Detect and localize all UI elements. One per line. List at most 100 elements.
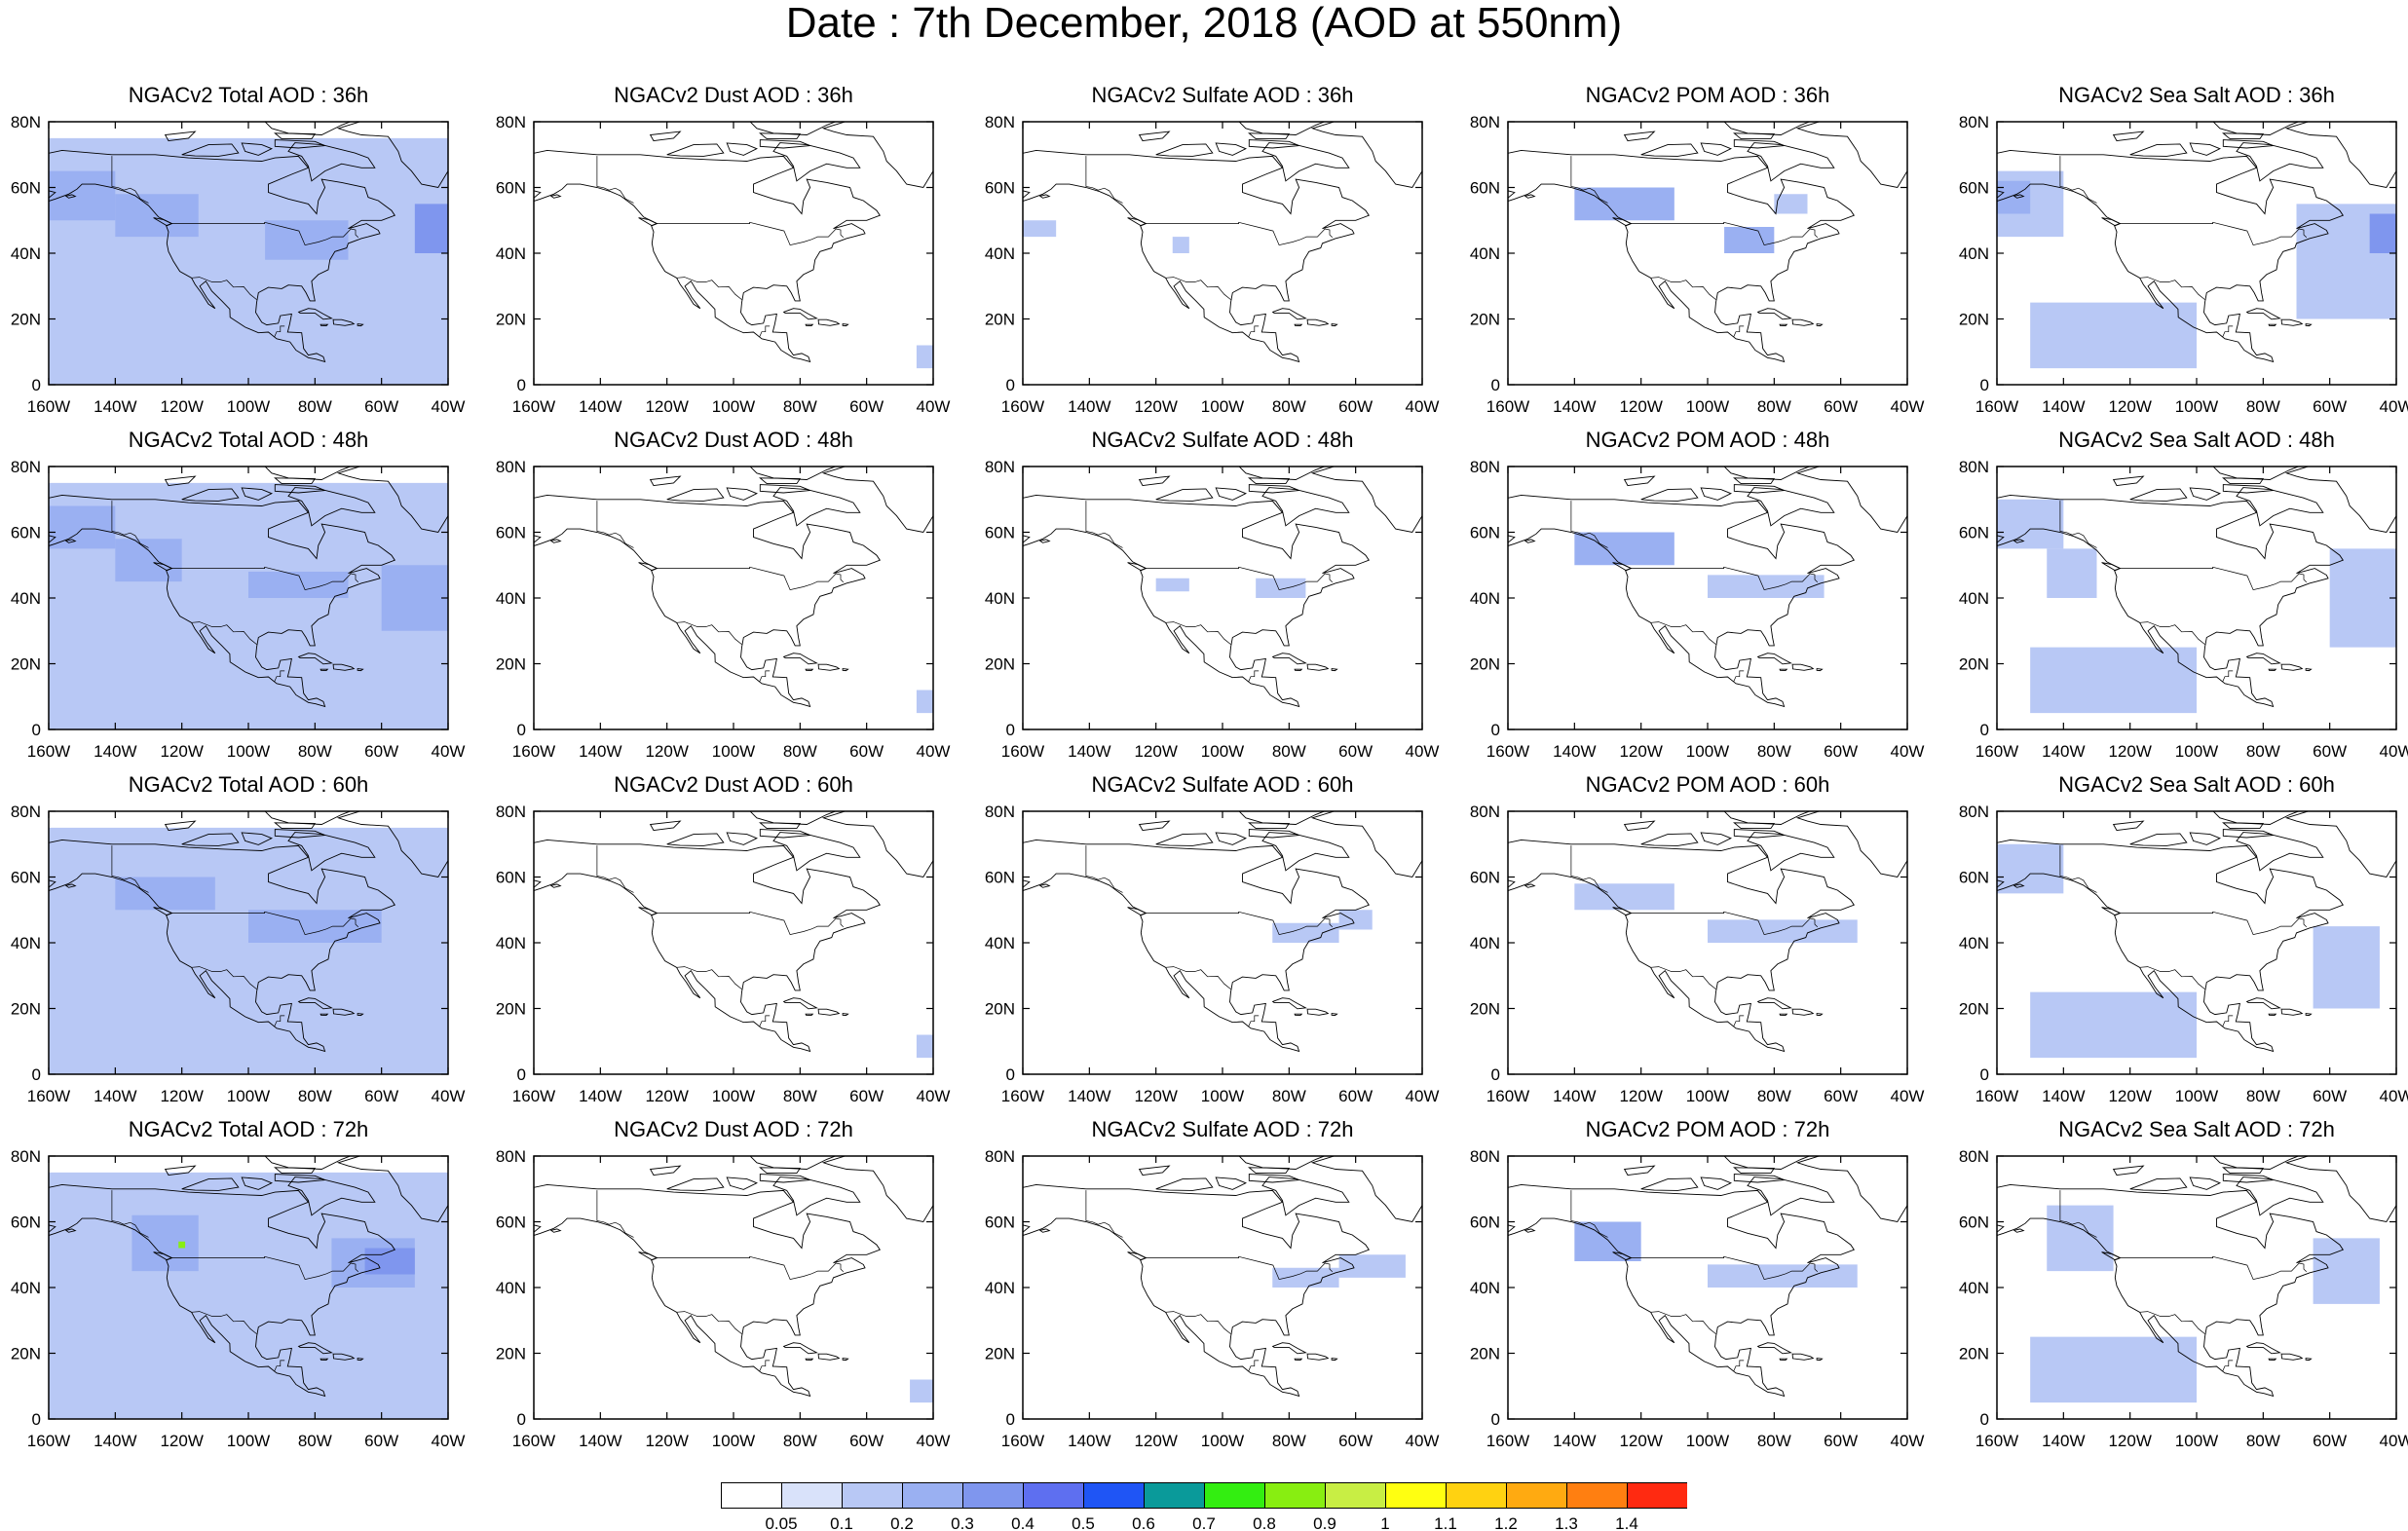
lat-tick-label: 20N	[496, 655, 526, 674]
lon-tick-label: 140W	[2042, 1432, 2085, 1450]
lon-tick-label: 40W	[432, 742, 466, 761]
colorbar-label: 1.3	[1555, 1514, 1578, 1531]
map-panel-seasalt-36h: NGACv2 Sea Salt AOD : 36h 160W 140W 120W 100…	[1959, 83, 2408, 416]
map-panel-total-72h: NGACv2 Total AOD : 72h 160W 140W 120W 100W 80…	[11, 1117, 466, 1450]
lat-tick-label: 40N	[985, 1279, 1015, 1297]
aod-cell	[1574, 187, 1674, 221]
colorbar-swatch	[721, 1482, 782, 1509]
colorbar-swatch	[842, 1482, 903, 1509]
coastlines	[49, 1156, 448, 1398]
lon-tick-label: 80W	[2246, 1432, 2280, 1450]
lon-tick-label: 140W	[1068, 397, 1110, 416]
colorbar-label: 0.6	[1132, 1514, 1155, 1531]
lon-tick-label: 60W	[2313, 1432, 2347, 1450]
map-panel-dust-72h: NGACv2 Dust AOD : 72h 160W 140W 120W 100W 80W…	[496, 1117, 951, 1450]
coastlines	[534, 811, 933, 1053]
lat-tick-label: 0	[1980, 721, 1989, 739]
map-panel-dust-48h: NGACv2 Dust AOD : 48h 160W 140W 120W 100W 80W…	[496, 428, 951, 761]
aod-cell	[2313, 1238, 2380, 1304]
lon-tick-label: 100W	[227, 397, 270, 416]
lat-tick-label: 80N	[496, 803, 526, 821]
aod-cell	[248, 572, 349, 598]
map-panel-seasalt-60h: NGACv2 Sea Salt AOD : 60h 160W 140W 120W 100…	[1959, 772, 2408, 1105]
lat-tick-label: 80N	[1470, 113, 1500, 131]
lon-tick-label: 120W	[1134, 1432, 1177, 1450]
lat-tick-label: 60N	[1470, 179, 1500, 198]
lon-tick-label: 100W	[1201, 742, 1244, 761]
lat-tick-label: 60N	[1959, 179, 1989, 198]
lon-tick-label: 80W	[1757, 1432, 1791, 1450]
lat-tick-label: 0	[517, 1065, 526, 1084]
lon-tick-label: 60W	[2313, 1087, 2347, 1105]
lon-tick-label: 140W	[1068, 1087, 1110, 1105]
lon-tick-label: 60W	[1338, 1432, 1373, 1450]
lon-tick-label: 120W	[2108, 1432, 2151, 1450]
lon-tick-label: 100W	[1201, 397, 1244, 416]
colorbar-label: 1.1	[1434, 1514, 1457, 1531]
aod-cell	[1997, 499, 2064, 549]
aod-cell	[2369, 213, 2396, 253]
lon-tick-label: 40W	[1406, 397, 1440, 416]
map-plot: 160W 140W 120W 100W 80W 60W 40W 0 20N 40N 60N 80N	[1470, 803, 1925, 1105]
map-plot: 160W 140W 120W 100W 80W 60W 40W 0 20N 40N 60N 80N	[1959, 458, 2408, 761]
panel-title: NGACv2 Dust AOD : 48h	[614, 428, 853, 452]
colorbar-label: 1.2	[1494, 1514, 1518, 1531]
lon-tick-label: 60W	[1824, 1087, 1858, 1105]
lon-tick-label: 60W	[364, 742, 398, 761]
aod-cell	[1708, 1264, 1858, 1288]
map-plot: 160W 140W 120W 100W 80W 60W 40W 0 20N 40N 60N 80N	[1470, 113, 1925, 416]
lon-tick-label: 40W	[2380, 1087, 2408, 1105]
lat-tick-label: 20N	[985, 311, 1015, 329]
lon-tick-label: 160W	[1001, 1087, 1044, 1105]
lat-tick-label: 20N	[1959, 655, 1989, 674]
map-plot: 160W 140W 120W 100W 80W 60W 40W 0 20N 40N 60N 80N	[985, 1147, 1440, 1450]
lat-tick-label: 80N	[985, 113, 1015, 131]
lon-tick-label: 80W	[1272, 1432, 1306, 1450]
lon-tick-label: 100W	[2175, 397, 2218, 416]
panel-title: NGACv2 POM AOD : 48h	[1585, 428, 1830, 452]
colorbar-swatch	[1204, 1482, 1265, 1509]
map-frame	[1507, 121, 1908, 386]
lat-tick-label: 60N	[985, 524, 1015, 542]
lon-tick-label: 40W	[1891, 1432, 1925, 1450]
lon-tick-label: 80W	[1272, 1087, 1306, 1105]
lat-tick-label: 20N	[496, 311, 526, 329]
map-frame	[533, 466, 934, 730]
lat-tick-label: 40N	[11, 934, 41, 952]
aod-cell	[1272, 1267, 1339, 1288]
colorbar-swatch	[1144, 1482, 1205, 1509]
colorbar-label: 0.7	[1192, 1514, 1216, 1531]
aod-cell	[1574, 532, 1674, 566]
lat-tick-label: 0	[517, 376, 526, 394]
lon-tick-label: 100W	[1686, 397, 1729, 416]
lon-tick-label: 140W	[94, 1087, 136, 1105]
lat-tick-label: 60N	[496, 1214, 526, 1232]
lat-tick-label: 40N	[1470, 934, 1500, 952]
lon-tick-label: 40W	[917, 1087, 951, 1105]
aod-cell	[1338, 910, 1373, 930]
colorbar-label: 0.9	[1313, 1514, 1336, 1531]
aod-cell	[1708, 575, 1825, 598]
lon-tick-label: 40W	[432, 1087, 466, 1105]
lon-tick-label: 100W	[712, 397, 755, 416]
lon-tick-label: 40W	[2380, 742, 2408, 761]
aod-cell	[1774, 194, 1808, 214]
map-plot: 160W 140W 120W 100W 80W 60W 40W 0 20N 40N 60N 80N	[496, 458, 951, 761]
lon-tick-label: 60W	[1824, 1432, 1858, 1450]
lon-tick-label: 160W	[27, 397, 70, 416]
panel-title: NGACv2 Sea Salt AOD : 36h	[2058, 83, 2335, 107]
lat-tick-label: 0	[1491, 1065, 1500, 1084]
colorbar-label: 0.1	[830, 1514, 853, 1531]
lon-tick-label: 120W	[1134, 742, 1177, 761]
lon-tick-label: 160W	[1486, 742, 1529, 761]
lon-tick-label: 140W	[2042, 397, 2085, 416]
lon-tick-label: 40W	[1406, 1432, 1440, 1450]
lon-tick-label: 120W	[1619, 397, 1662, 416]
lon-tick-label: 100W	[712, 1087, 755, 1105]
lat-tick-label: 60N	[496, 179, 526, 198]
lon-tick-label: 100W	[1686, 742, 1729, 761]
lon-tick-label: 80W	[2246, 397, 2280, 416]
panel-title: NGACv2 Sea Salt AOD : 72h	[2058, 1117, 2335, 1141]
lon-tick-label: 140W	[94, 742, 136, 761]
map-frame	[1022, 121, 1423, 386]
